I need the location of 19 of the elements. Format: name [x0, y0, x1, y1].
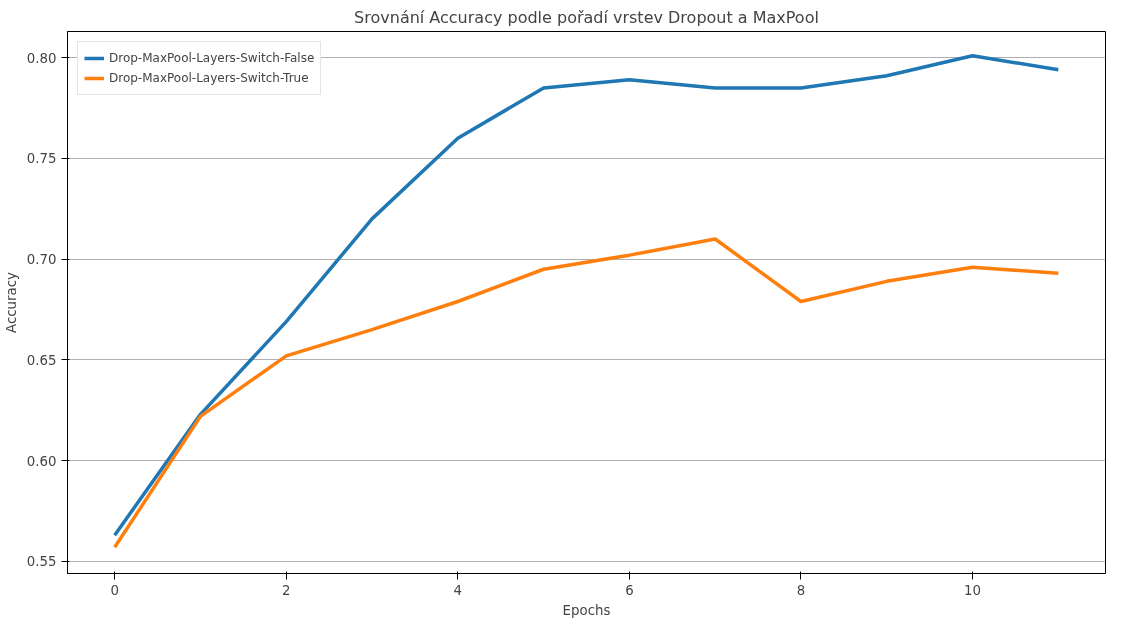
- legend-label: Drop-MaxPool-Layers-Switch-False: [109, 51, 315, 65]
- y-axis-title: Accuracy: [3, 271, 19, 333]
- x-tick-label: 0: [110, 582, 119, 598]
- x-tick-label: 10: [964, 582, 982, 598]
- x-axis-title: Epochs: [562, 602, 611, 618]
- chart-title: Srovnání Accuracy podle pořadí vrstev Dropout a MaxPool: [354, 7, 819, 27]
- y-tick-label: 0.70: [26, 252, 57, 268]
- y-tick-label: 0.65: [26, 352, 57, 368]
- line-series: [112, 237, 1061, 550]
- x-tick-label: 2: [282, 582, 291, 598]
- legend-label: Drop-MaxPool-Layers-Switch-True: [109, 71, 309, 85]
- y-tick-label: 0.55: [26, 554, 57, 570]
- line-series: [112, 53, 1061, 537]
- x-tick-label: 6: [625, 582, 634, 598]
- x-tick-label: 4: [453, 582, 463, 598]
- y-tick-label: 0.80: [26, 50, 57, 66]
- y-tick-label: 0.60: [26, 453, 57, 469]
- x-tick-label: 8: [796, 582, 806, 598]
- y-tick-label: 0.75: [26, 151, 57, 167]
